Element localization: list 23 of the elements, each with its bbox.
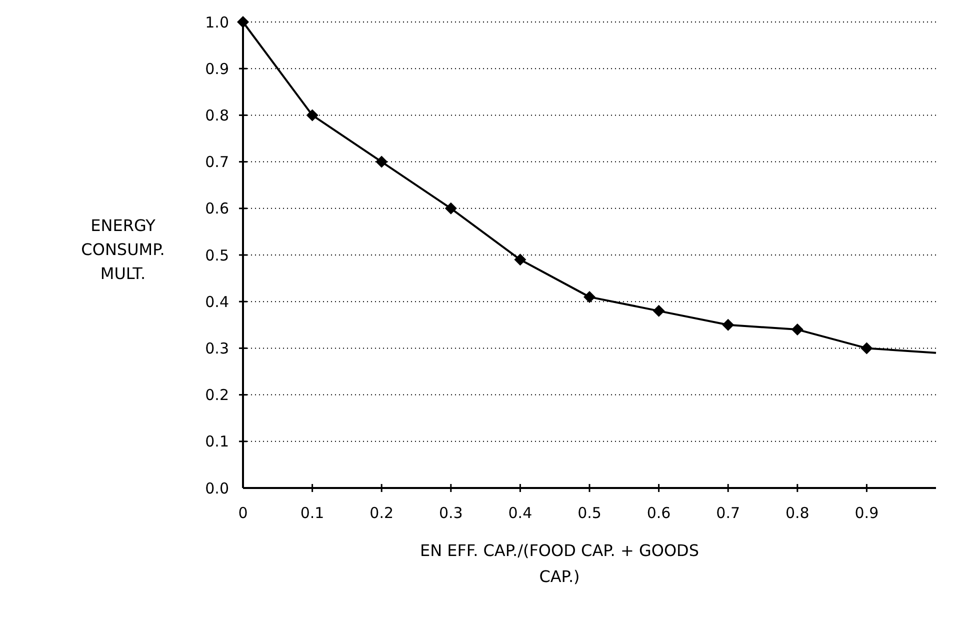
x-tick-label: 0 <box>238 504 248 522</box>
y-tick-label: 0.8 <box>205 106 229 124</box>
x-tick-label: 0.3 <box>438 504 463 522</box>
x-tick-label: 0.9 <box>854 504 879 522</box>
x-tick-label: 0.6 <box>646 504 671 522</box>
y-tick-label: 0.6 <box>205 200 229 218</box>
x-tick-label: 0.1 <box>300 504 324 522</box>
x-axis-title: EN EFF. CAP./(FOOD CAP. + GOODS CAP.) <box>420 541 700 586</box>
x-tick-label: 0.8 <box>785 504 810 522</box>
y-tick-label: 0.9 <box>205 60 229 78</box>
x-tick-label: 0.7 <box>716 504 740 522</box>
x-tick-label: 0.5 <box>578 504 602 522</box>
y-tick-label: 1.0 <box>205 13 229 32</box>
y-tick-label: 0.3 <box>205 339 229 358</box>
x-tick-label: 0.4 <box>508 504 532 522</box>
y-tick-label: 0.0 <box>205 479 229 498</box>
y-tick-label: 0.7 <box>205 153 229 172</box>
x-tick-label: 0.2 <box>370 504 394 522</box>
y-tick-label: 0.5 <box>205 246 229 264</box>
y-tick-label: 0.4 <box>205 292 229 311</box>
y-tick-label: 0.1 <box>205 432 229 451</box>
y-tick-label: 0.2 <box>205 386 229 404</box>
y-axis-title: ENERGY CONSUMP. MULT. <box>81 216 165 283</box>
